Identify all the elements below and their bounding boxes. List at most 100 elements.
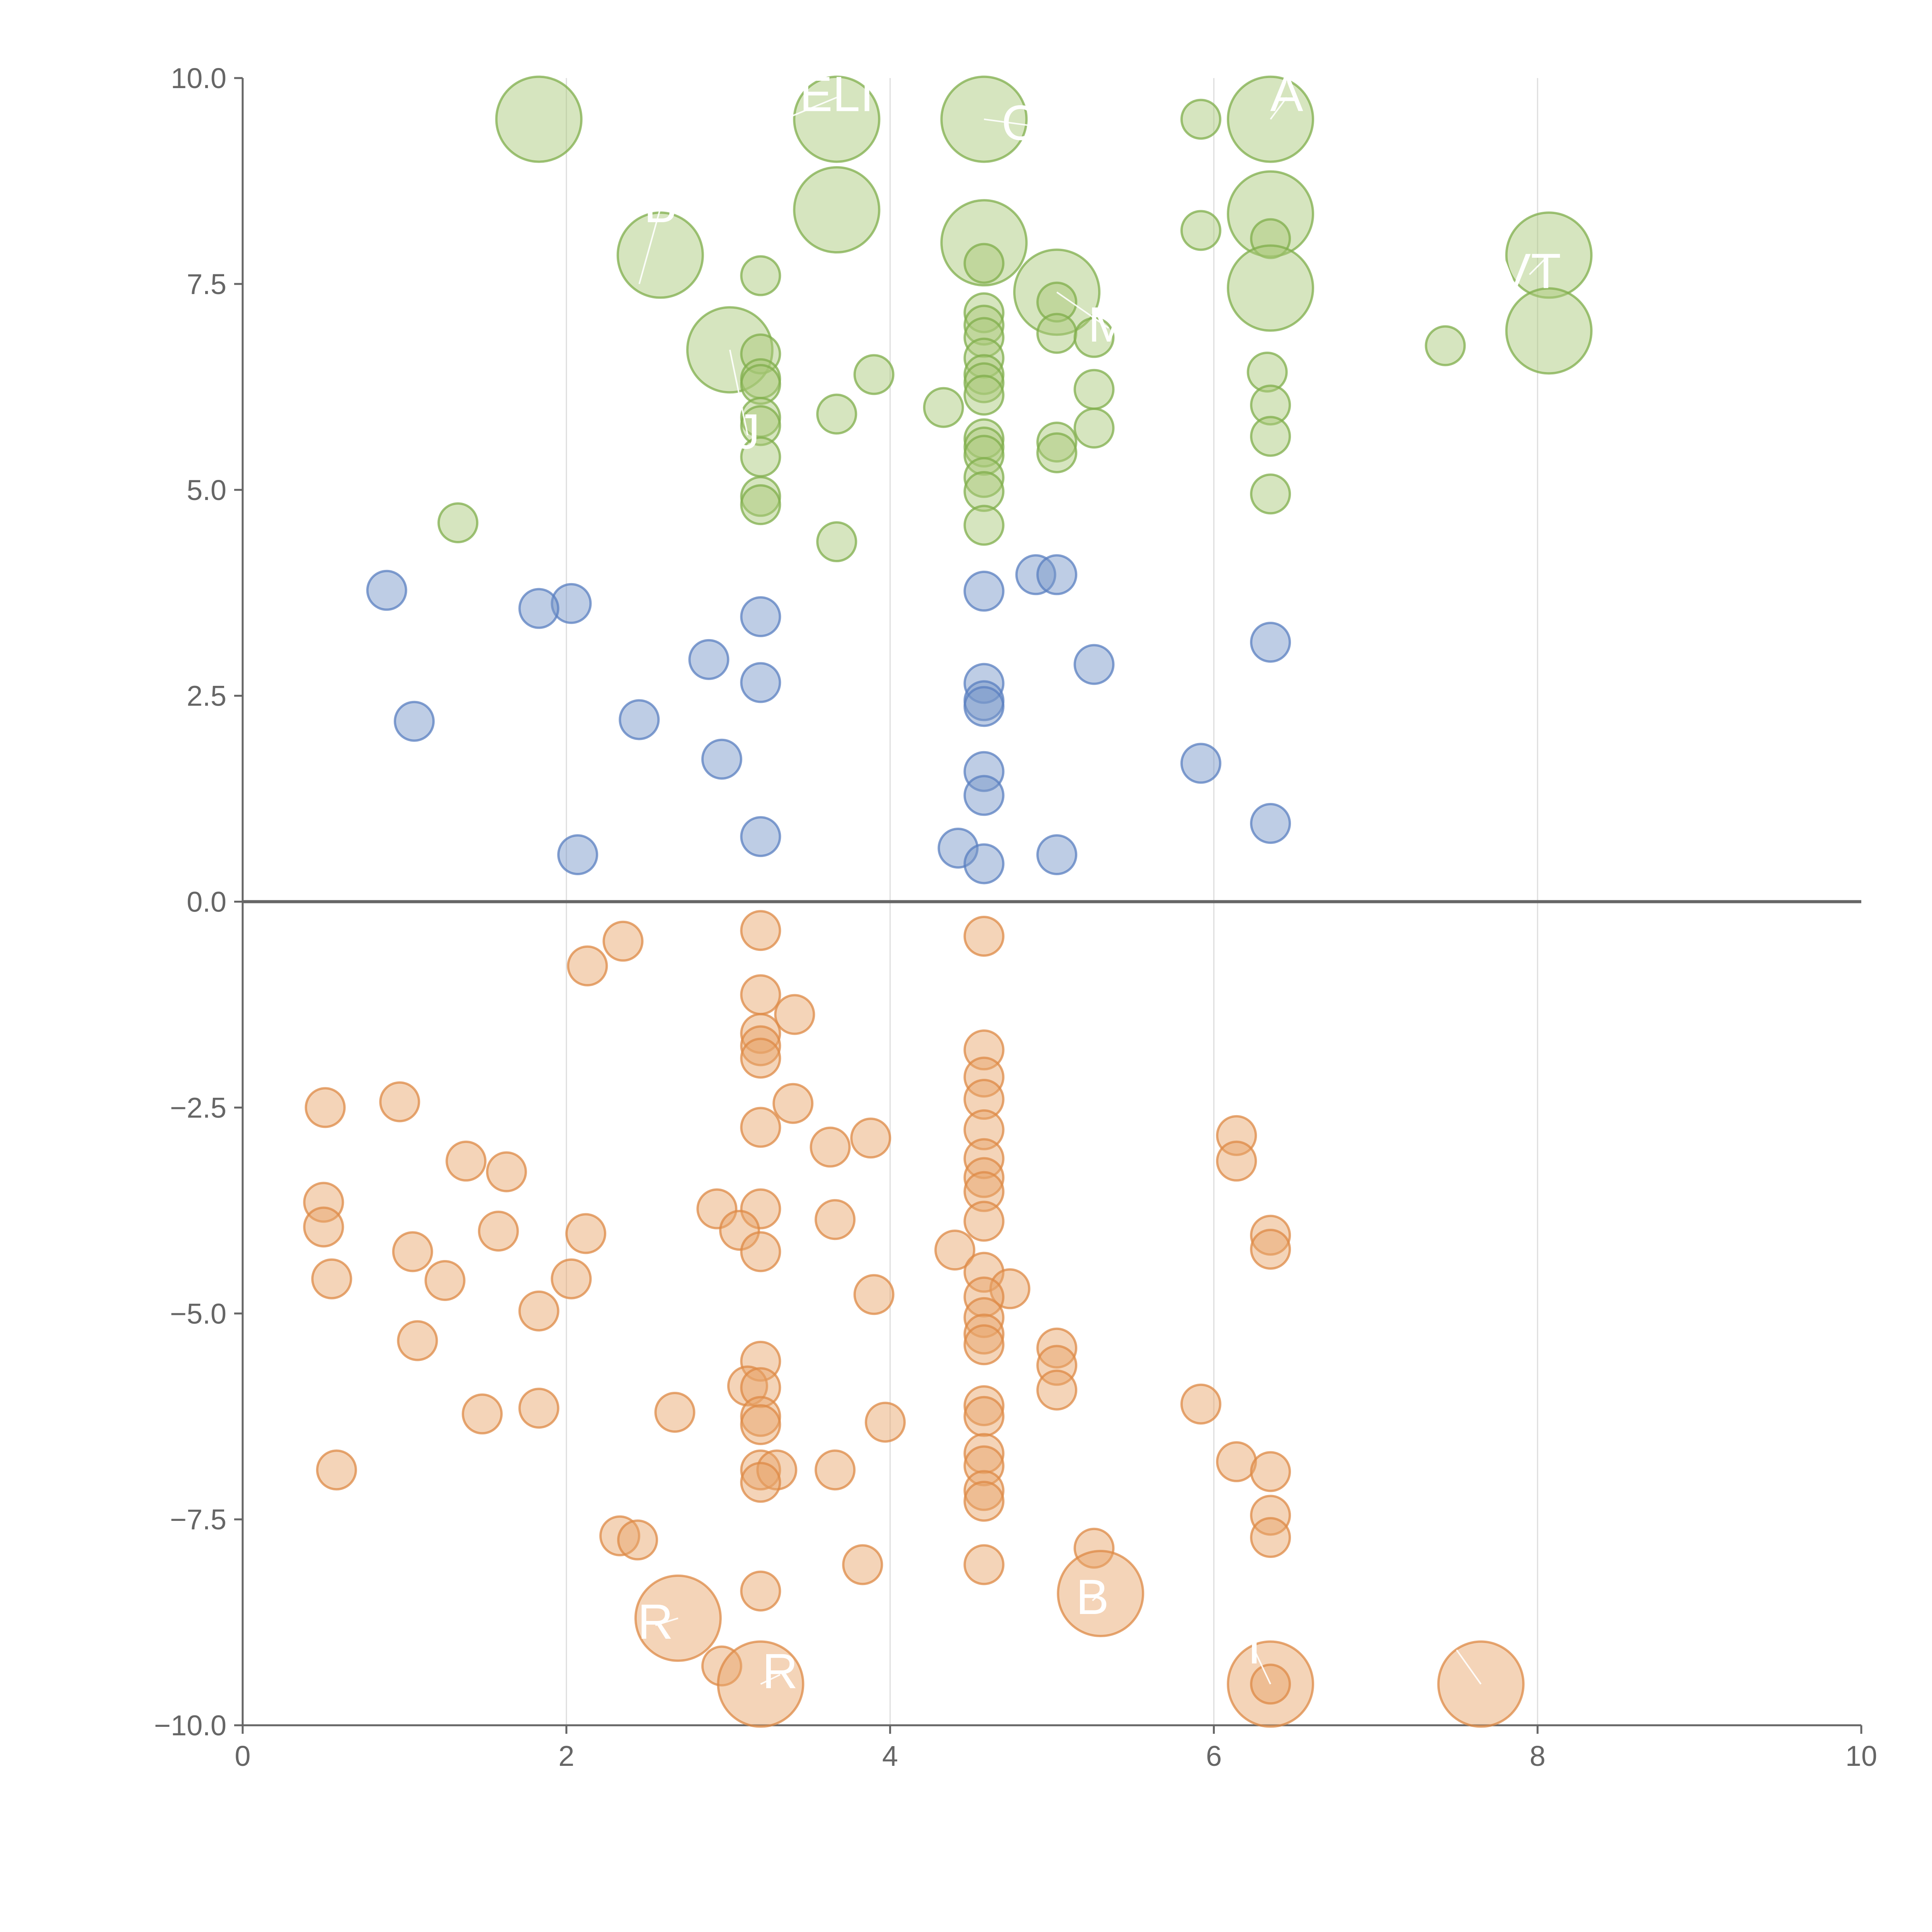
- annotation-label: VT: [1498, 244, 1561, 299]
- annotation-leader: [1270, 97, 1287, 120]
- point-high: [1036, 313, 1078, 354]
- point-mid: [688, 639, 730, 680]
- point-mid: [518, 588, 560, 629]
- x-tick-label: 10: [1845, 1740, 1877, 1772]
- point-low: [617, 1519, 658, 1561]
- point-high: [853, 354, 895, 395]
- point-low: [304, 1087, 346, 1128]
- annotation-leader: [744, 97, 837, 137]
- point-high: [1505, 287, 1593, 375]
- point-low: [963, 1313, 1005, 1355]
- point-low: [567, 945, 608, 986]
- point-high: [963, 471, 1005, 512]
- annotation-leader: [760, 1674, 781, 1685]
- annotation-label: A: [1270, 66, 1303, 122]
- point-low: [478, 1211, 519, 1252]
- point-high: [1180, 99, 1221, 140]
- point-low: [1216, 1441, 1257, 1482]
- point-high: [963, 337, 1005, 379]
- point-low: [842, 1544, 883, 1585]
- point-low: [740, 910, 781, 951]
- point-low: [740, 1013, 781, 1054]
- point-low: [963, 1079, 1005, 1120]
- annotation-label: ELI: [799, 66, 874, 122]
- x-tick-label: 4: [882, 1740, 898, 1772]
- point-low: [963, 1396, 1005, 1437]
- point-mid: [394, 701, 435, 742]
- point-low: [934, 1230, 976, 1271]
- annotation-leader: [1253, 1650, 1271, 1685]
- point-high: [1180, 210, 1221, 251]
- point-mid: [1180, 743, 1221, 784]
- point-mid: [1015, 554, 1056, 595]
- point-low: [963, 1544, 1005, 1585]
- y-tick-label: −5.0: [170, 1298, 226, 1330]
- point-low: [518, 1290, 560, 1332]
- point-low: [727, 1365, 768, 1406]
- point-high: [793, 166, 881, 254]
- point-high: [940, 199, 1028, 287]
- point-high: [1073, 407, 1115, 449]
- point-high: [437, 502, 479, 544]
- point-low: [461, 1393, 503, 1435]
- point-low: [1250, 1517, 1291, 1558]
- annotation-leader: [1456, 1649, 1482, 1685]
- y-tick-label: −10.0: [154, 1709, 226, 1742]
- point-low: [740, 1231, 781, 1272]
- y-tick-label: 0.0: [187, 886, 226, 918]
- annotation-label: CA: [1002, 95, 1070, 151]
- annotation-leader: [1092, 1593, 1101, 1601]
- point-low: [446, 1140, 487, 1182]
- annotation-label: B: [1076, 1570, 1109, 1625]
- point-low: [740, 1188, 781, 1230]
- point-high: [963, 362, 1005, 403]
- point-low: [1180, 1383, 1221, 1425]
- point-low: [963, 1276, 1005, 1318]
- point-mid: [557, 834, 599, 876]
- point-low: [740, 1462, 781, 1503]
- point-low: [810, 1126, 851, 1168]
- annotation-label: M: [1088, 297, 1129, 352]
- point-high: [495, 75, 583, 163]
- bubble-labels: ELI CA A B VT M J B R R T: [638, 66, 1561, 1699]
- point-mid: [1036, 554, 1078, 595]
- point-low: [740, 1107, 781, 1148]
- point-mid: [1073, 644, 1115, 685]
- point-low: [518, 1388, 560, 1429]
- point-low: [551, 1258, 592, 1299]
- point-mid: [963, 775, 1005, 816]
- point-low: [486, 1151, 527, 1192]
- point-low: [815, 1199, 856, 1240]
- point-low: [850, 1117, 891, 1159]
- point-low: [719, 1209, 760, 1251]
- point-high: [816, 521, 857, 563]
- point-low: [963, 1481, 1005, 1522]
- point-mid: [619, 699, 660, 740]
- point-mid: [740, 816, 781, 857]
- point-mid: [551, 583, 592, 624]
- point-low: [1250, 1495, 1291, 1536]
- point-low: [740, 974, 781, 1015]
- point-mid: [366, 570, 407, 611]
- point-low: [316, 1449, 357, 1491]
- point-mid: [1036, 834, 1078, 876]
- point-low: [963, 916, 1005, 957]
- annotation-leader: [729, 349, 748, 435]
- x-tick-label: 8: [1530, 1740, 1546, 1772]
- point-high: [1036, 281, 1078, 323]
- point-low: [303, 1182, 344, 1223]
- point-high: [1227, 244, 1315, 332]
- axes: 10.0 7.5 5.0 2.5 0.0 −2.5 −5.0 −7.5 −10.0 0 2 4 6 8 10: [154, 62, 1877, 1772]
- y-tick-label: 7.5: [187, 268, 226, 300]
- point-high: [740, 484, 781, 526]
- point-low: [696, 1188, 738, 1230]
- annotation-leader: [655, 1617, 679, 1626]
- point-high: [740, 255, 781, 296]
- point-low: [654, 1392, 696, 1433]
- point-high: [1247, 351, 1288, 393]
- y-tick-label: 5.0: [187, 474, 226, 506]
- point-low: [1250, 1451, 1291, 1492]
- point-low: [1073, 1527, 1115, 1569]
- point-high: [963, 457, 1005, 498]
- point-low: [1036, 1345, 1078, 1386]
